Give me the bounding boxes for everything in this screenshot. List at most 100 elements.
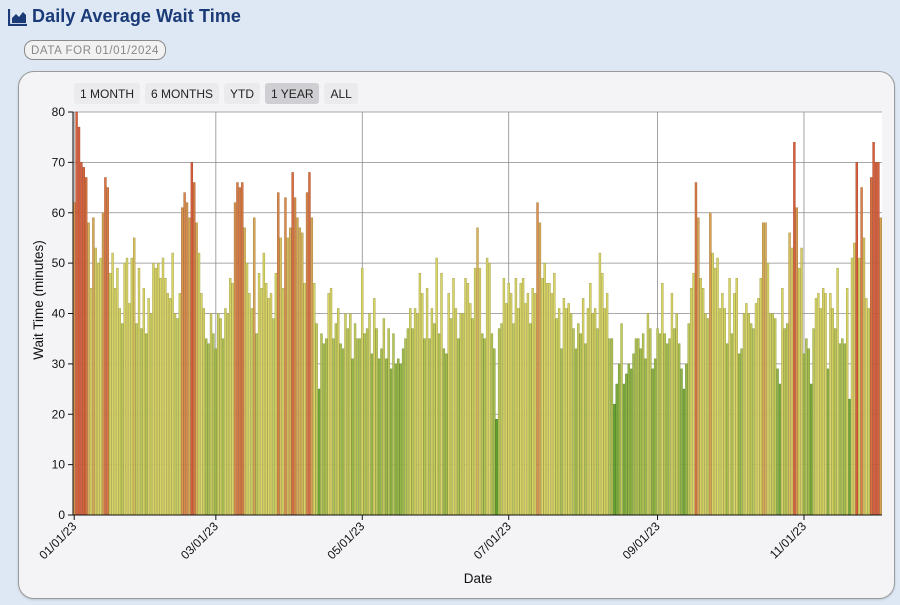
bar xyxy=(243,227,246,516)
bar xyxy=(238,187,242,516)
bar xyxy=(850,257,854,516)
bar xyxy=(164,277,167,516)
range-1-month-button[interactable]: 1 MONTH xyxy=(74,83,140,104)
bar xyxy=(733,293,736,516)
range-1-year-button[interactable]: 1 YEAR xyxy=(265,83,320,104)
bar xyxy=(454,308,458,516)
bar xyxy=(296,217,299,516)
bar xyxy=(82,167,86,516)
bar xyxy=(656,328,659,516)
bar xyxy=(579,333,582,516)
bar xyxy=(766,262,770,516)
bar xyxy=(687,323,690,516)
bar xyxy=(742,313,746,516)
bar xyxy=(485,257,489,516)
bar xyxy=(341,348,345,516)
bar xyxy=(399,363,402,516)
bar xyxy=(752,328,755,516)
bar xyxy=(447,293,450,516)
bar xyxy=(416,313,419,516)
bar xyxy=(867,308,870,516)
bar xyxy=(490,333,494,516)
y-tick-label: 60 xyxy=(52,206,66,220)
bar xyxy=(711,252,714,516)
y-tick-label: 0 xyxy=(58,508,65,522)
bar xyxy=(116,267,119,516)
range-all-button[interactable]: ALL xyxy=(324,83,358,104)
bar xyxy=(373,298,376,516)
bar xyxy=(363,333,366,516)
bar xyxy=(817,293,820,516)
bar xyxy=(313,283,316,516)
bar xyxy=(620,323,623,516)
bar xyxy=(649,328,652,516)
bar xyxy=(836,267,839,516)
bar xyxy=(317,388,321,516)
y-tick-label: 80 xyxy=(52,105,66,119)
bar xyxy=(584,343,587,516)
bar xyxy=(680,368,683,516)
bar xyxy=(255,333,258,516)
bar xyxy=(567,303,570,516)
bar xyxy=(169,298,172,516)
bar xyxy=(267,298,270,516)
bar xyxy=(809,383,813,516)
bar xyxy=(699,277,702,516)
bar xyxy=(709,212,712,516)
bar xyxy=(697,217,700,516)
bar xyxy=(394,363,398,516)
bar xyxy=(473,267,477,516)
bar xyxy=(461,313,465,516)
bar xyxy=(176,318,179,516)
bar xyxy=(471,318,474,516)
bar xyxy=(452,277,455,516)
bar xyxy=(212,333,215,516)
bar xyxy=(644,358,647,516)
bar xyxy=(449,318,453,516)
bar xyxy=(725,343,729,516)
range-6-months-button[interactable]: 6 MONTHS xyxy=(145,83,220,104)
bar xyxy=(675,313,678,516)
bar xyxy=(382,318,386,516)
bar xyxy=(349,313,352,516)
x-tick-label: 09/01/23 xyxy=(620,519,663,562)
bar xyxy=(219,318,222,516)
bar xyxy=(356,338,359,516)
bar xyxy=(495,419,498,516)
bar xyxy=(260,288,263,516)
bar xyxy=(358,338,362,516)
bar xyxy=(73,202,76,516)
bar xyxy=(224,308,227,516)
bar xyxy=(869,177,873,516)
data-date-badge: DATA FOR 01/01/2024 xyxy=(24,40,166,60)
bar xyxy=(185,202,189,516)
bar xyxy=(853,242,856,516)
bar xyxy=(855,162,858,516)
bar xyxy=(615,383,618,516)
y-tick-label: 50 xyxy=(52,256,66,270)
bar xyxy=(97,262,100,516)
bar xyxy=(795,207,798,516)
bar xyxy=(409,308,412,516)
bar xyxy=(800,247,803,516)
bar xyxy=(370,353,374,516)
range-ytd-button[interactable]: YTD xyxy=(224,83,261,104)
bar xyxy=(488,262,491,516)
bar xyxy=(166,293,170,516)
bar xyxy=(361,267,364,516)
bar xyxy=(157,262,160,516)
bar xyxy=(305,192,309,516)
bar xyxy=(149,313,153,516)
bar xyxy=(428,338,431,516)
bar xyxy=(857,257,861,516)
wait-time-chart: 0 10 20 30 40 50 60 70 80 01/01/23 03/01/23 05/01/2… xyxy=(31,105,883,586)
bar xyxy=(553,272,556,516)
bar xyxy=(466,283,470,516)
bar xyxy=(92,217,95,516)
bar xyxy=(140,328,143,516)
bar xyxy=(137,267,141,516)
bar xyxy=(111,252,114,516)
bar xyxy=(193,182,196,516)
bar xyxy=(771,313,774,516)
bar xyxy=(841,338,844,516)
